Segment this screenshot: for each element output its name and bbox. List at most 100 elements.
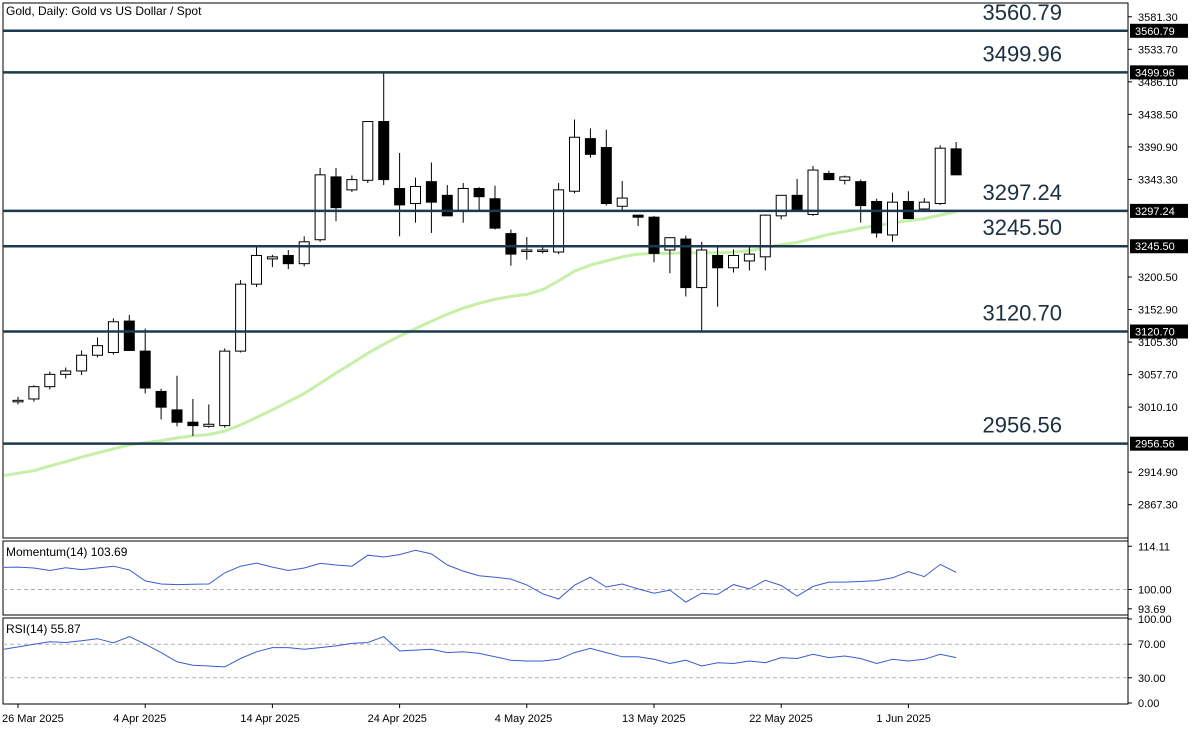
price-axis-label: 3486.10 <box>1138 77 1178 89</box>
candle-bear <box>123 320 135 351</box>
candle-bear <box>871 200 883 234</box>
candle-bear <box>680 238 692 289</box>
x-axis-label: 22 May 2025 <box>749 713 813 725</box>
candle-bull <box>616 197 628 207</box>
candle-bull <box>728 254 739 269</box>
candle-bull <box>569 136 580 192</box>
x-axis-label: 4 Apr 2025 <box>113 713 166 725</box>
rsi-axis-label: 70.00 <box>1138 639 1166 651</box>
momentum-axis-label: 114.11 <box>1138 541 1170 553</box>
price-axis-label: 3152.90 <box>1138 305 1178 317</box>
price-axis-label: 3105.30 <box>1138 337 1178 349</box>
candle-bull <box>537 249 549 252</box>
price-axis-label: 2867.30 <box>1138 500 1178 512</box>
momentum-axis-label: 93.69 <box>1138 604 1166 616</box>
price-axis-label: 3057.70 <box>1138 370 1178 382</box>
moving-average-line <box>3 210 957 477</box>
candle-bear <box>425 181 437 203</box>
rsi-title: RSI(14) 55.87 <box>6 622 81 636</box>
candle-bear <box>600 147 612 205</box>
candle-bull <box>107 321 119 353</box>
x-axis-label: 14 Apr 2025 <box>240 713 299 725</box>
level-label: 2956.56 <box>982 413 1062 438</box>
candle-bull <box>839 176 851 181</box>
level-axis-tag-label: 3560.79 <box>1135 26 1175 38</box>
candle-bull <box>44 373 56 388</box>
level-axis-tag-label: 2956.56 <box>1135 439 1175 451</box>
candle-bear <box>441 194 453 217</box>
candle-bear <box>187 421 199 427</box>
candle-bear <box>823 172 835 181</box>
momentum-axis-label: 100.00 <box>1138 584 1172 596</box>
x-axis-label: 26 Mar 2025 <box>2 713 64 725</box>
level-axis-tag <box>1130 23 1188 38</box>
candle-bear <box>378 121 390 181</box>
price-axis-label: 3390.90 <box>1138 142 1178 154</box>
momentum-line <box>3 549 957 603</box>
level-label: 3245.50 <box>982 215 1062 240</box>
x-axis-label: 13 May 2025 <box>622 713 686 725</box>
level-axis-tag <box>1130 436 1188 451</box>
price-axis-label: 2914.90 <box>1138 467 1178 479</box>
candle-bear <box>330 176 342 209</box>
price-axis-label: 3010.10 <box>1138 402 1178 414</box>
candle-bull <box>696 249 708 289</box>
candle-bull <box>918 201 930 210</box>
level-axis-tag <box>1130 239 1188 254</box>
candle-bear <box>394 188 406 206</box>
candle-bear <box>139 350 151 389</box>
candle-bear <box>855 181 867 207</box>
candle-bear <box>648 216 660 254</box>
candle-bull <box>235 283 247 352</box>
candle-bull <box>266 256 278 260</box>
candle-bull <box>76 354 88 372</box>
price-axis-label: 3343.30 <box>1138 174 1178 186</box>
candle-bear <box>282 254 294 265</box>
level-axis-tag <box>1130 324 1188 339</box>
level-axis-tag-label: 3120.70 <box>1135 327 1175 339</box>
level-label: 3499.96 <box>982 41 1062 66</box>
level-axis-tag-label: 3499.96 <box>1135 67 1175 79</box>
candle-bull <box>298 241 310 265</box>
candle-bull <box>934 147 946 205</box>
chart-title: Gold, Daily: Gold vs US Dollar / Spot <box>6 4 202 18</box>
candle-bear <box>171 409 183 423</box>
price-axis-label: 3533.70 <box>1138 44 1178 56</box>
price-pane-frame <box>2 2 1129 539</box>
candle-bull <box>60 370 72 375</box>
x-axis-label: 1 Jun 2025 <box>876 713 930 725</box>
candle-bull <box>203 423 215 427</box>
candle-bull <box>410 185 421 205</box>
level-axis-tag-label: 3245.50 <box>1135 241 1175 253</box>
momentum-pane-frame <box>2 540 1129 616</box>
candle-bull <box>346 179 358 191</box>
level-axis-tag <box>1130 203 1188 218</box>
candle-bull <box>887 201 898 236</box>
candle-bull <box>521 249 533 252</box>
candle-bull <box>251 254 262 285</box>
x-axis-label: 4 May 2025 <box>495 713 552 725</box>
rsi-pane-frame <box>2 617 1129 705</box>
candle-bull <box>664 237 676 251</box>
candle-bear <box>155 390 167 408</box>
candle-bear <box>505 233 517 255</box>
candle-bear <box>712 254 724 269</box>
level-label: 3297.24 <box>982 180 1062 205</box>
rsi-line <box>3 636 957 668</box>
rsi-axis-label: 0.00 <box>1138 698 1159 710</box>
candle-bull <box>12 399 24 403</box>
candle-bull <box>28 386 40 400</box>
level-axis-tag-label: 3297.24 <box>1135 206 1175 218</box>
candle-bear <box>584 138 596 155</box>
level-label: 3560.79 <box>982 0 1062 25</box>
price-axis-label: 3581.30 <box>1138 12 1178 24</box>
x-axis-label: 24 Apr 2025 <box>368 713 427 725</box>
level-axis-tag <box>1130 65 1188 80</box>
candle-bull <box>219 350 231 427</box>
candle-bull <box>314 174 326 241</box>
momentum-title: Momentum(14) 103.69 <box>6 545 128 559</box>
candle-bear <box>473 188 485 198</box>
candle-bull <box>759 214 771 258</box>
rsi-axis-label: 100.00 <box>1138 614 1172 626</box>
